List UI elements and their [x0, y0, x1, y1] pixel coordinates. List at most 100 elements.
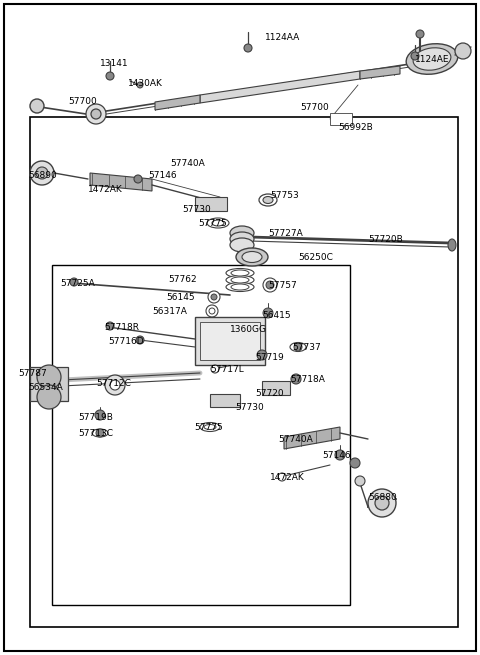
- Circle shape: [455, 43, 471, 59]
- Circle shape: [136, 336, 144, 344]
- Circle shape: [368, 489, 396, 517]
- Circle shape: [106, 322, 114, 330]
- Text: 57146: 57146: [322, 451, 350, 460]
- Text: 57775: 57775: [194, 422, 223, 432]
- Circle shape: [355, 476, 365, 486]
- Ellipse shape: [242, 252, 262, 263]
- Bar: [262, 381, 290, 395]
- Ellipse shape: [231, 277, 249, 283]
- Text: 57762: 57762: [168, 274, 197, 284]
- Polygon shape: [284, 427, 340, 449]
- Circle shape: [86, 104, 106, 124]
- Circle shape: [257, 350, 267, 360]
- Text: 56992B: 56992B: [338, 122, 373, 132]
- Text: 56890: 56890: [28, 170, 57, 179]
- Text: 57730: 57730: [235, 403, 264, 411]
- Ellipse shape: [448, 239, 456, 251]
- Text: 57700: 57700: [68, 98, 97, 107]
- Ellipse shape: [231, 322, 249, 336]
- Circle shape: [263, 308, 273, 318]
- Ellipse shape: [263, 196, 273, 204]
- Text: 57718R: 57718R: [104, 322, 139, 331]
- Text: 1472AK: 1472AK: [88, 185, 123, 195]
- Text: 56250C: 56250C: [298, 252, 333, 261]
- Circle shape: [206, 305, 218, 317]
- Circle shape: [110, 380, 120, 390]
- Ellipse shape: [207, 218, 229, 228]
- Text: 57787: 57787: [18, 369, 47, 377]
- Circle shape: [30, 161, 54, 185]
- Circle shape: [209, 308, 215, 314]
- Circle shape: [263, 278, 277, 292]
- Circle shape: [244, 44, 252, 52]
- Ellipse shape: [406, 44, 458, 74]
- Ellipse shape: [226, 276, 254, 284]
- Circle shape: [211, 365, 219, 373]
- Text: 57753: 57753: [270, 191, 299, 200]
- Polygon shape: [155, 95, 200, 110]
- Text: 57719: 57719: [255, 352, 284, 362]
- Circle shape: [137, 82, 143, 88]
- Text: 57719B: 57719B: [78, 413, 113, 422]
- Bar: [30, 117, 458, 627]
- Text: 1124AE: 1124AE: [415, 54, 449, 64]
- Circle shape: [350, 458, 360, 468]
- Bar: [52, 265, 350, 605]
- Circle shape: [37, 385, 61, 409]
- Circle shape: [95, 410, 105, 420]
- Ellipse shape: [230, 226, 254, 240]
- Text: 57757: 57757: [268, 280, 297, 290]
- Text: 57775: 57775: [198, 219, 227, 227]
- Text: 57730: 57730: [182, 204, 211, 214]
- Circle shape: [70, 278, 78, 286]
- Circle shape: [91, 109, 101, 119]
- Text: 57716D: 57716D: [108, 337, 144, 345]
- Circle shape: [335, 450, 345, 460]
- Text: 56534A: 56534A: [28, 383, 63, 392]
- Ellipse shape: [226, 282, 254, 291]
- Ellipse shape: [204, 424, 216, 430]
- Text: 57720B: 57720B: [368, 236, 403, 244]
- Text: 56317A: 56317A: [152, 307, 187, 316]
- Text: 1472AK: 1472AK: [270, 472, 305, 481]
- Circle shape: [106, 72, 114, 80]
- Bar: [330, 113, 352, 125]
- Circle shape: [96, 429, 104, 437]
- Text: 13141: 13141: [100, 58, 129, 67]
- Circle shape: [30, 99, 44, 113]
- Circle shape: [411, 52, 419, 60]
- Text: 57718A: 57718A: [290, 375, 325, 383]
- Circle shape: [37, 365, 61, 389]
- Text: 1430AK: 1430AK: [128, 79, 163, 88]
- Polygon shape: [200, 71, 360, 103]
- Bar: [195, 197, 227, 211]
- Text: 56415: 56415: [262, 310, 290, 320]
- Ellipse shape: [230, 238, 254, 252]
- Text: 57737: 57737: [292, 343, 321, 352]
- Text: 1124AA: 1124AA: [265, 33, 300, 41]
- Ellipse shape: [236, 248, 268, 266]
- Text: 56880: 56880: [368, 493, 397, 502]
- Ellipse shape: [231, 284, 249, 290]
- Text: 57712C: 57712C: [96, 379, 131, 388]
- Text: 57740A: 57740A: [170, 159, 205, 168]
- Text: 57727A: 57727A: [268, 229, 303, 238]
- Bar: [195, 317, 265, 365]
- Bar: [200, 322, 260, 360]
- Text: 57717L: 57717L: [210, 364, 244, 373]
- Circle shape: [278, 473, 286, 481]
- Text: 57713C: 57713C: [78, 428, 113, 438]
- Circle shape: [211, 294, 217, 300]
- Circle shape: [105, 375, 125, 395]
- Ellipse shape: [413, 48, 451, 70]
- Text: 57725A: 57725A: [60, 278, 95, 288]
- Text: 57700: 57700: [300, 102, 329, 111]
- Ellipse shape: [259, 194, 277, 206]
- Circle shape: [294, 343, 302, 351]
- Ellipse shape: [212, 220, 224, 226]
- Circle shape: [416, 30, 424, 38]
- Ellipse shape: [231, 270, 249, 276]
- Text: 1360GG: 1360GG: [230, 324, 267, 333]
- Circle shape: [36, 167, 48, 179]
- Circle shape: [208, 291, 220, 303]
